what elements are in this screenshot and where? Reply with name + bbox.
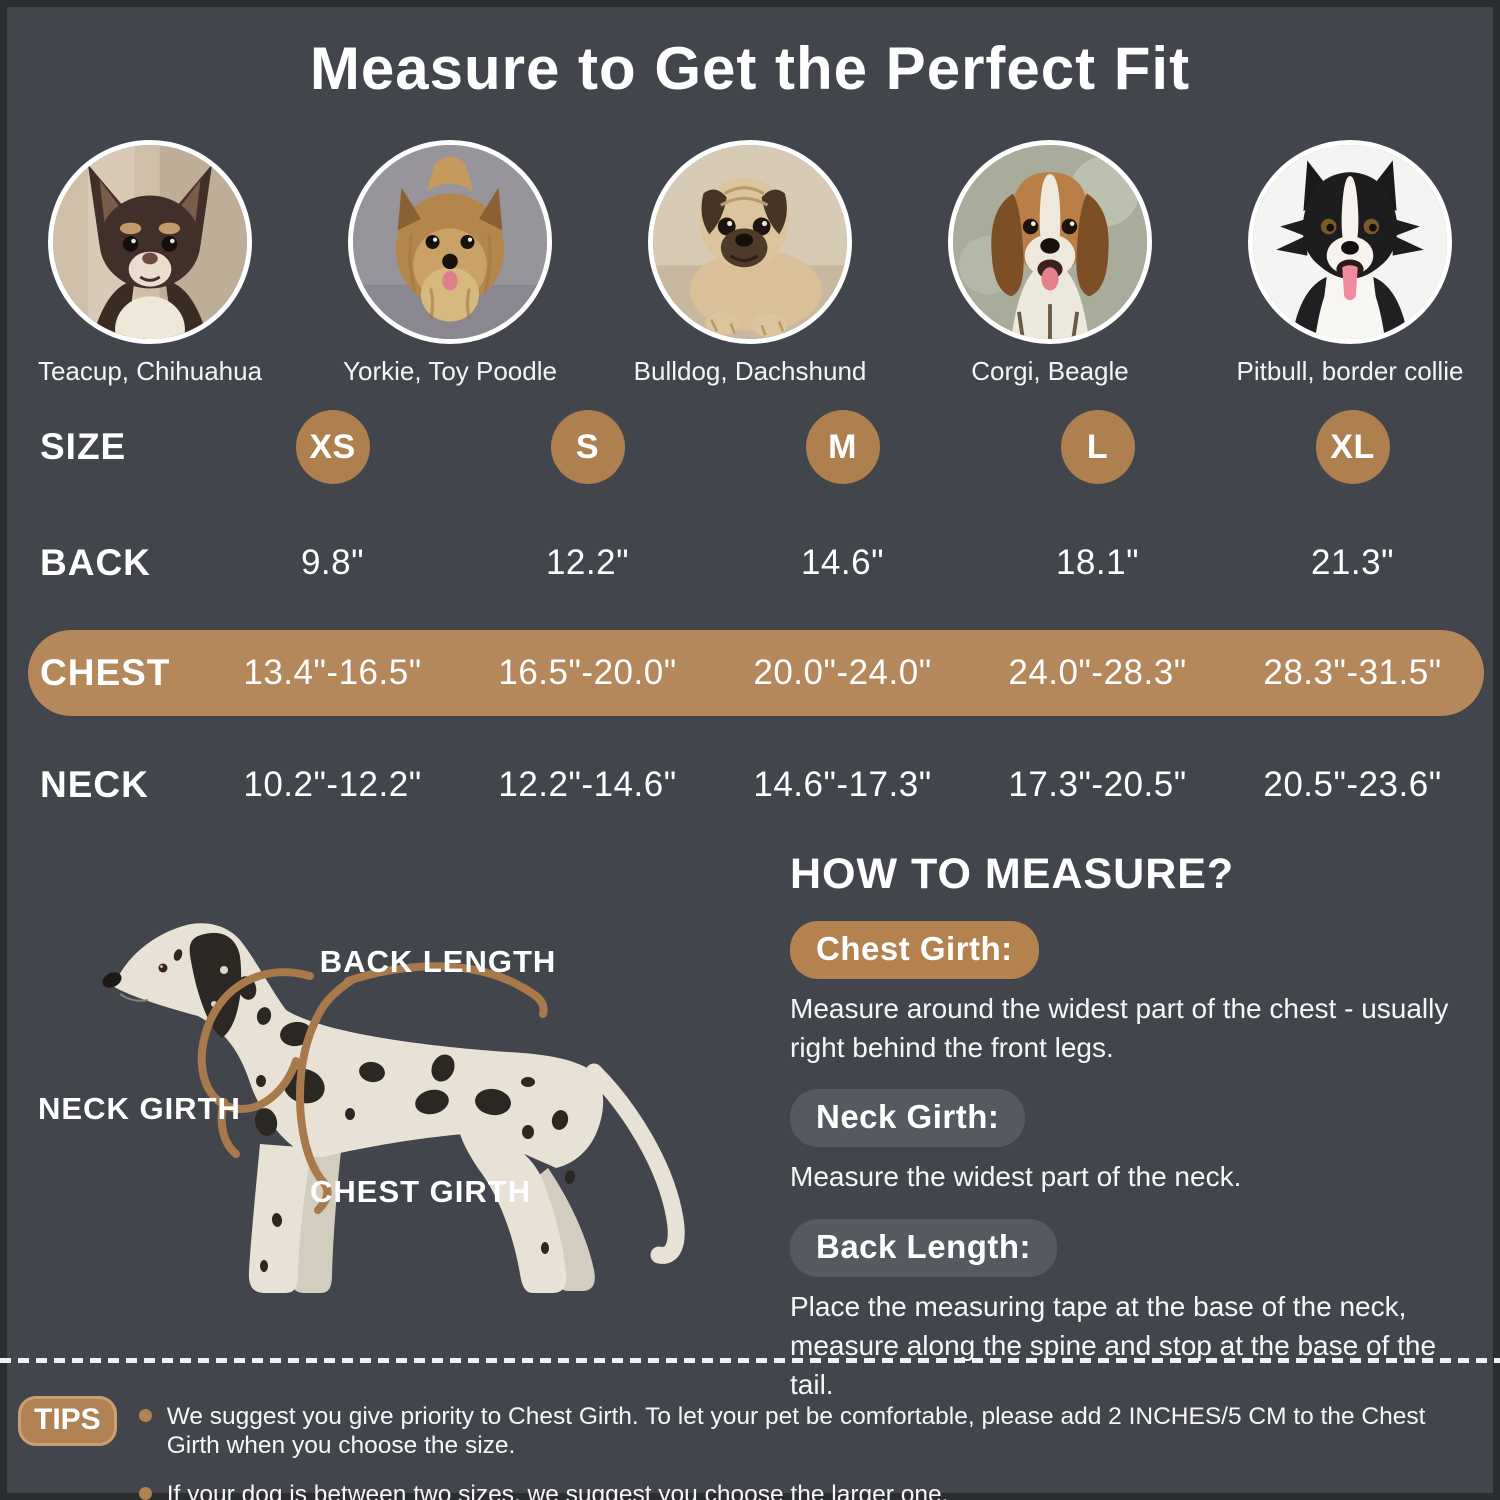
breed-label: Bulldog, Dachshund xyxy=(633,356,867,386)
border-collie-illustration xyxy=(1253,145,1447,339)
beagle-illustration xyxy=(953,145,1147,339)
size-badge-l: L xyxy=(1060,410,1135,484)
back-value: 14.6" xyxy=(800,543,885,582)
chest-row-highlight-band xyxy=(28,630,1484,716)
measure-item-back: Back Length: Place the measuring tape at… xyxy=(790,1218,1480,1405)
breed-label: Teacup, Chihuahua xyxy=(37,356,263,386)
chihuahua-illustration xyxy=(53,145,247,339)
tips-list: We suggest you give priority to Chest Gi… xyxy=(138,1396,1484,1500)
neck-value: 14.6"-17.3" xyxy=(753,765,932,804)
row-label-chest: CHEST xyxy=(40,652,171,693)
breed-label: Yorkie, Toy Poodle xyxy=(343,356,557,386)
size-badge-s: S xyxy=(550,410,625,484)
dog-photo-beagle xyxy=(948,140,1152,344)
neck-value: 20.5"-23.6" xyxy=(1263,765,1442,804)
breed-label: Corgi, Beagle xyxy=(971,356,1129,386)
neck-girth-text: Measure the widest part of the neck. xyxy=(790,1161,1242,1193)
bullet-dot-icon xyxy=(138,1409,152,1422)
diagram-neck-girth-label: NECK GIRTH xyxy=(38,1091,241,1126)
breed-column-chihuahua: Teacup, Chihuahua xyxy=(0,140,300,387)
measuring-diagram: BACK LENGTH NECK GIRTH CHEST GIRTH xyxy=(28,876,760,1356)
page-title: Measure to Get the Perfect Fit xyxy=(309,35,1191,102)
table-row-neck: NECK 10.2"-12.2" 12.2"-14.6" 14.6"-17.3"… xyxy=(0,760,1480,810)
tip-text: If your dog is between two sizes, we sug… xyxy=(166,1480,949,1500)
yorkie-illustration xyxy=(353,145,547,339)
dog-photo-yorkie xyxy=(348,140,552,344)
neck-value: 10.2"-12.2" xyxy=(243,765,422,804)
breed-column-pug: Bulldog, Dachshund xyxy=(600,140,900,387)
measure-item-chest: Chest Girth: Measure around the widest p… xyxy=(790,921,1480,1067)
dog-photo-border-collie xyxy=(1248,140,1452,344)
chest-girth-pill: Chest Girth: xyxy=(790,921,1039,979)
tip-item: If your dog is between two sizes, we sug… xyxy=(138,1480,1484,1500)
row-label-back: BACK xyxy=(40,542,151,583)
neck-value: 17.3"-20.5" xyxy=(1008,765,1187,804)
back-value: 18.1" xyxy=(1055,543,1140,582)
chest-value: 24.0"-28.3" xyxy=(1008,653,1187,692)
how-to-measure-heading: HOW TO MEASURE? xyxy=(790,850,1235,898)
chest-value: 13.4"-16.5" xyxy=(243,653,422,692)
row-label-neck: NECK xyxy=(40,764,149,805)
size-badge-m: M xyxy=(805,410,880,484)
tip-item: We suggest you give priority to Chest Gi… xyxy=(138,1402,1484,1461)
bullet-dot-icon xyxy=(138,1486,152,1500)
row-label-size: SIZE xyxy=(40,426,127,467)
size-badge-xs: XS xyxy=(295,410,370,484)
breed-column-border-collie: Pitbull, border collie xyxy=(1200,140,1500,387)
back-value: 21.3" xyxy=(1310,543,1395,582)
breed-column-yorkie: Yorkie, Toy Poodle xyxy=(300,140,600,387)
back-length-pill: Back Length: xyxy=(790,1218,1058,1277)
tips-badge: TIPS xyxy=(18,1396,117,1446)
chest-value: 16.5"-20.0" xyxy=(498,653,677,692)
table-row-chest: CHEST 13.4"-16.5" 16.5"-20.0" 20.0"-24.0… xyxy=(0,630,1480,716)
dashed-divider xyxy=(0,1358,1500,1363)
breed-label: Pitbull, border collie xyxy=(1236,356,1464,386)
diagram-back-length-label: BACK LENGTH xyxy=(320,944,557,979)
neck-value: 12.2"-14.6" xyxy=(498,765,677,804)
chest-value: 28.3"-31.5" xyxy=(1263,653,1442,692)
table-row-size: SIZE XS S M L XL xyxy=(0,410,1480,484)
dog-photo-chihuahua xyxy=(48,140,252,344)
size-badge-xl: XL xyxy=(1315,410,1390,484)
breed-photo-row: Teacup, Chihuahua xyxy=(0,140,1500,387)
neck-girth-pill: Neck Girth: xyxy=(790,1089,1026,1148)
breed-column-beagle: Corgi, Beagle xyxy=(900,140,1200,387)
measure-item-neck: Neck Girth: Measure the widest part of t… xyxy=(790,1089,1480,1196)
back-value: 12.2" xyxy=(545,543,630,582)
tip-text: We suggest you give priority to Chest Gi… xyxy=(166,1403,1426,1460)
diagram-chest-girth-label: CHEST GIRTH xyxy=(310,1174,531,1209)
back-value: 9.8" xyxy=(300,543,365,582)
how-to-measure-section: HOW TO MEASURE? Chest Girth: Measure aro… xyxy=(790,850,1480,1426)
chest-value: 20.0"-24.0" xyxy=(753,653,932,692)
table-row-back: BACK 9.8" 12.2" 14.6" 18.1" 21.3" xyxy=(0,538,1480,588)
tips-section: TIPS We suggest you give priority to Che… xyxy=(18,1396,1484,1500)
back-length-text: Place the measuring tape at the base of … xyxy=(790,1290,1437,1400)
chest-girth-text: Measure around the widest part of the ch… xyxy=(790,993,1449,1064)
dalmatian-diagram-illustration: BACK LENGTH NECK GIRTH CHEST GIRTH xyxy=(38,923,685,1293)
dog-photo-pug xyxy=(648,140,852,344)
pug-illustration xyxy=(653,145,847,339)
